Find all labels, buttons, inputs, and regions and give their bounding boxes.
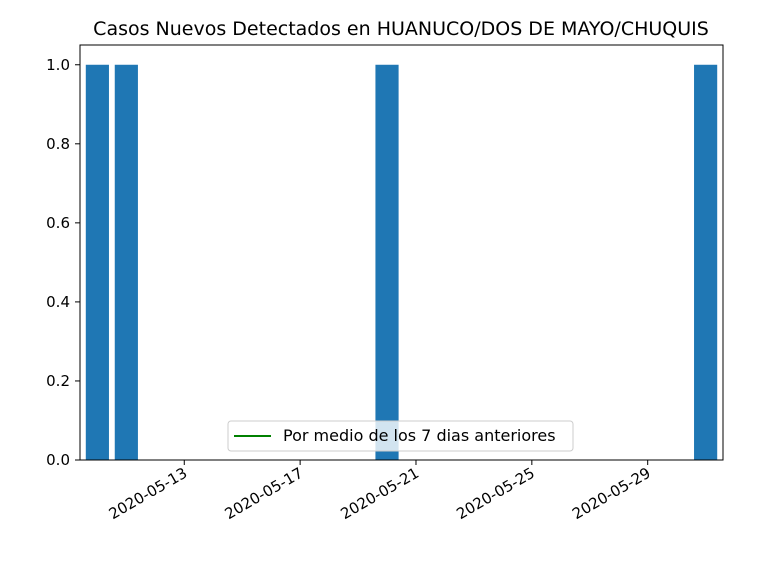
bar — [85, 64, 109, 460]
legend: Por medio de los 7 dias anteriores — [227, 420, 574, 452]
y-tick-label: 1.0 — [46, 56, 70, 74]
x-tick-label: 2020-05-13 — [106, 464, 191, 523]
y-tick-label: 0.0 — [46, 451, 70, 469]
y-axis: 0.0 0.2 0.4 0.6 0.8 1.0 — [46, 56, 80, 469]
bar — [694, 64, 718, 460]
legend-box — [227, 420, 574, 452]
y-tick-label: 0.2 — [46, 372, 70, 390]
plot-frame — [79, 44, 724, 461]
bars — [85, 64, 718, 460]
x-tick-label: 2020-05-25 — [453, 464, 538, 523]
y-tick-label: 0.8 — [46, 135, 70, 153]
bar — [375, 64, 399, 460]
chart-title: Casos Nuevos Detectados en HUANUCO/DOS D… — [93, 18, 709, 40]
x-axis: 2020-05-13 2020-05-17 2020-05-21 2020-05-25… — [106, 460, 654, 523]
x-tick-label: 2020-05-29 — [569, 464, 654, 523]
y-tick-label: 0.6 — [46, 214, 70, 232]
x-tick-label: 2020-05-17 — [222, 464, 307, 523]
bar — [114, 64, 138, 460]
y-tick-label: 0.4 — [46, 293, 70, 311]
legend-label: Por medio de los 7 dias anteriores — [283, 426, 556, 445]
x-tick-label: 2020-05-21 — [337, 464, 422, 523]
